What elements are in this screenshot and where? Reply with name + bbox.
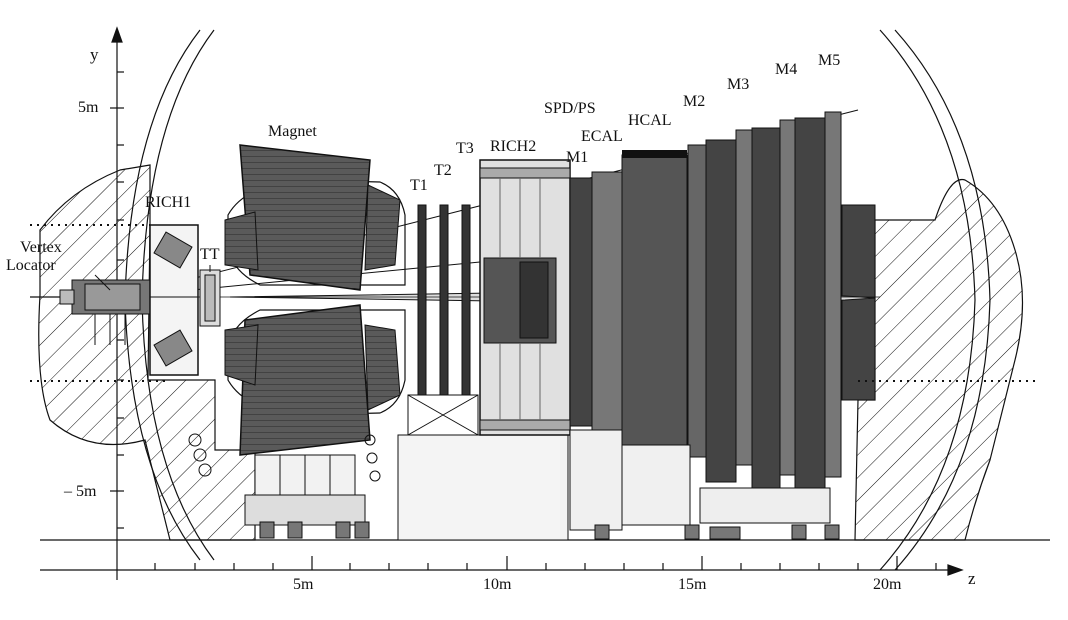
z-tick-label-20m: 20m [873,576,902,593]
rich2-detector [479,159,571,436]
leader-lines [94,265,211,291]
label-hcal: HCAL [628,112,672,129]
z-tick-label-5m: 5m [293,576,314,593]
t-stations [397,204,569,541]
label-m4: M4 [775,61,798,78]
label-tt: TT [200,246,220,263]
y-tick-label-5m: 5m [78,99,99,116]
label-spd-ps: SPD/PS [544,100,596,117]
label-ecal: ECAL [581,128,623,145]
label-m3: M3 [727,76,750,93]
label-m1: M1 [566,149,589,166]
label-vertex-locator-line1: Vertex [20,239,62,256]
label-m2: M2 [683,93,706,110]
dotted-guides [30,224,1040,382]
z-tick-label-15m: 15m [678,576,707,593]
label-m5: M5 [818,52,841,69]
label-magnet: Magnet [268,123,317,140]
label-rich2: RICH2 [490,138,537,155]
label-rich1: RICH1 [145,194,192,211]
rich1-detector [149,224,199,376]
left-shielding-wall [38,164,256,541]
label-t2: T2 [434,162,452,179]
vertex-locator [59,279,153,345]
calorimeters [621,150,688,446]
magnet [188,144,406,526]
z-axis [40,556,964,576]
label-t3: T3 [456,140,474,157]
muon-stations [569,111,842,531]
label-vertex-locator-line2: Locator [6,257,56,274]
z-tick-label-10m: 10m [483,576,512,593]
y-tick-label-minus-5m: – 5m [64,483,97,500]
y-axis-label: y [90,45,99,64]
z-axis-label: z [968,569,976,588]
right-shielding-wall [841,178,1024,541]
floor-supports [259,521,840,540]
m1-spd-ps [569,171,623,431]
tt-station [199,269,221,327]
label-t1: T1 [410,177,428,194]
